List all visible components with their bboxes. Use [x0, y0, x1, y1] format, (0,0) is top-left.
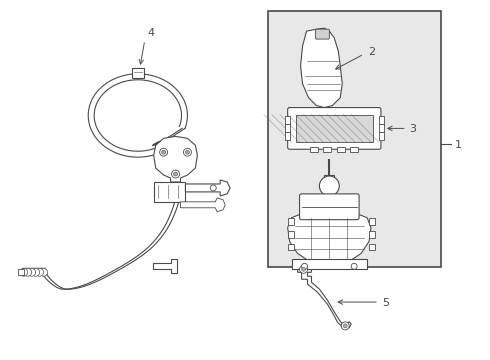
Bar — [292, 260, 367, 269]
Bar — [323, 147, 331, 152]
Text: 1: 1 — [454, 140, 462, 150]
Polygon shape — [300, 28, 342, 108]
Bar — [154, 182, 185, 202]
Circle shape — [24, 268, 32, 276]
Circle shape — [341, 322, 349, 330]
Circle shape — [301, 264, 308, 269]
Bar — [288, 243, 294, 251]
FancyBboxPatch shape — [299, 194, 359, 220]
Bar — [369, 231, 375, 238]
Bar — [285, 132, 290, 140]
Circle shape — [40, 268, 48, 276]
Circle shape — [301, 267, 306, 271]
Circle shape — [162, 150, 166, 154]
Bar — [285, 125, 290, 132]
Bar — [288, 218, 294, 225]
Circle shape — [32, 268, 40, 276]
Bar — [379, 117, 384, 125]
Text: 4: 4 — [148, 28, 155, 38]
Circle shape — [28, 268, 36, 276]
Circle shape — [183, 148, 192, 156]
Circle shape — [351, 264, 357, 269]
Bar — [379, 132, 384, 140]
Polygon shape — [297, 266, 351, 328]
Text: 2: 2 — [368, 47, 375, 57]
Circle shape — [160, 148, 168, 156]
FancyBboxPatch shape — [288, 108, 381, 149]
Text: 3: 3 — [409, 125, 416, 134]
Bar — [324, 175, 334, 183]
Bar — [18, 269, 24, 275]
Bar — [369, 218, 375, 225]
Circle shape — [319, 176, 339, 196]
Bar — [295, 114, 373, 142]
Polygon shape — [153, 260, 176, 273]
Bar — [379, 125, 384, 132]
Bar — [337, 147, 345, 152]
Circle shape — [185, 150, 190, 154]
Text: 5: 5 — [382, 298, 389, 308]
Circle shape — [172, 170, 179, 178]
Bar — [285, 117, 290, 125]
Circle shape — [36, 268, 44, 276]
Polygon shape — [185, 180, 230, 196]
Polygon shape — [180, 198, 225, 212]
Bar — [268, 11, 441, 267]
Bar — [350, 147, 358, 152]
Bar — [369, 243, 375, 251]
FancyBboxPatch shape — [316, 29, 329, 39]
Circle shape — [343, 324, 347, 328]
Circle shape — [173, 172, 177, 176]
Polygon shape — [154, 136, 197, 182]
Bar — [132, 68, 144, 78]
Circle shape — [20, 268, 28, 276]
Polygon shape — [288, 214, 371, 264]
Bar — [311, 147, 319, 152]
Circle shape — [299, 265, 308, 273]
Bar — [288, 231, 294, 238]
Circle shape — [210, 185, 216, 191]
